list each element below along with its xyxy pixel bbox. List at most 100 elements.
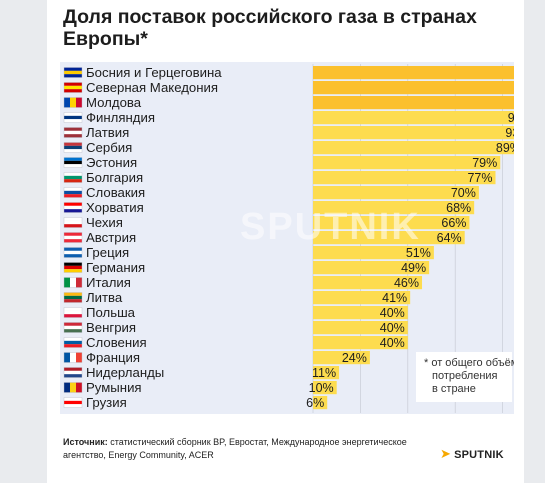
footnote-bg: [416, 352, 512, 402]
flag-border: [63, 202, 83, 213]
flag-stripe: [64, 145, 82, 150]
flag-stripe: [64, 194, 82, 198]
category-label: Болгария: [86, 170, 143, 185]
flag-stripe: [64, 97, 70, 108]
flag-border: [63, 307, 83, 318]
category-label: Северная Македония: [86, 80, 218, 95]
bar: [313, 396, 328, 410]
flag-stripe: [64, 404, 82, 408]
bar-chart: 020406080100Босния и Герцеговина100%Севе…: [63, 64, 514, 413]
bar: [313, 366, 340, 380]
category-label: Франция: [86, 350, 140, 365]
flag-stripe: [64, 130, 82, 135]
flag-stripe: [64, 149, 82, 153]
data-label: 79%: [472, 156, 497, 170]
flag-stripe: [76, 277, 82, 288]
flag-stripe: [64, 134, 82, 138]
flag-stripe: [64, 89, 82, 93]
flag-stripe: [64, 299, 82, 303]
flag-stripe: [70, 352, 76, 363]
flag-stripe: [64, 310, 82, 315]
flag-stripe: [64, 127, 82, 131]
source-note: Источник: статистический сборник BP, Евр…: [63, 436, 423, 462]
data-label: 66%: [441, 216, 466, 230]
data-label: 40%: [380, 336, 405, 350]
flag-icon: [63, 247, 83, 258]
flag-border: [63, 187, 83, 198]
flag-icon: [63, 337, 83, 348]
flag-stripe: [64, 400, 82, 405]
flag-stripe: [76, 97, 82, 108]
data-label: 40%: [380, 321, 405, 335]
flag-stripe: [64, 340, 82, 345]
bar: [313, 216, 470, 230]
category-label: Венгрия: [86, 320, 136, 335]
flag-border: [63, 322, 83, 333]
flag-stripe: [64, 397, 82, 401]
flag-stripe: [64, 202, 82, 206]
category-label: Сербия: [86, 140, 132, 155]
infographic-card: Доля поставок российского газа в странах…: [47, 0, 524, 483]
flag-icon: [63, 127, 83, 138]
flag-stripe: [64, 374, 82, 378]
category-label: Босния и Герцеговина: [86, 65, 222, 80]
flag-border: [63, 292, 83, 303]
category-label: Италия: [86, 275, 131, 290]
bar: [313, 141, 514, 155]
flag-icon: [63, 367, 83, 378]
flag-stripe: [64, 367, 82, 371]
watermark-text: SPUTNIK: [240, 206, 421, 248]
flag-border: [63, 232, 83, 243]
sputnik-logo: ➤ SPUTNIK: [440, 446, 504, 462]
data-label: 24%: [342, 351, 367, 365]
data-label: 40%: [380, 306, 405, 320]
data-label: 46%: [394, 276, 419, 290]
flag-stripe: [64, 119, 82, 123]
flag-stripe: [64, 265, 82, 270]
bar: [313, 321, 408, 335]
flag-stripe: [64, 254, 82, 258]
flag-stripe: [64, 172, 82, 176]
chart-title: Доля поставок российского газа в странах…: [63, 6, 477, 50]
bar: [313, 156, 501, 170]
bar: [313, 246, 434, 260]
flag-border: [63, 247, 83, 258]
flag-stripe: [64, 329, 82, 333]
category-label: Чехия: [86, 215, 123, 230]
bar: [313, 291, 411, 305]
footnote-box: * от общего объёмапотребленияв стране: [416, 352, 514, 402]
flag-stripe: [64, 269, 82, 273]
bar: [313, 231, 465, 245]
flag-icon: [63, 262, 83, 273]
flag-icon: [63, 397, 83, 408]
bar: [313, 111, 514, 125]
logo-arrow-icon: ➤: [440, 446, 452, 461]
flag-stripe: [64, 314, 82, 318]
flag-border: [63, 337, 83, 348]
category-label: Словакия: [86, 185, 145, 200]
bar: [313, 381, 337, 395]
data-label: 11%: [312, 366, 336, 380]
bar: [313, 351, 370, 365]
data-label: 94%: [508, 111, 514, 125]
flag-icon: [63, 202, 83, 213]
flag-stripe: [64, 262, 82, 266]
flag-border: [63, 382, 83, 393]
data-label: 89%: [496, 141, 514, 155]
bar: [313, 126, 514, 140]
flag-border: [63, 97, 83, 108]
footnote-line: в стране: [432, 383, 476, 395]
flag-stripe: [64, 325, 82, 330]
bar: [313, 66, 514, 80]
flag-icon: [63, 142, 83, 153]
bar: [313, 306, 408, 320]
flag-stripe: [70, 97, 76, 108]
flag-stripe: [64, 112, 82, 116]
flag-border: [63, 82, 83, 93]
flag-stripe: [64, 307, 82, 311]
flag-stripe: [76, 382, 82, 393]
data-label: 10%: [309, 381, 334, 395]
category-label: Румыния: [86, 380, 142, 395]
bar: [313, 171, 496, 185]
flag-stripe: [64, 277, 70, 288]
